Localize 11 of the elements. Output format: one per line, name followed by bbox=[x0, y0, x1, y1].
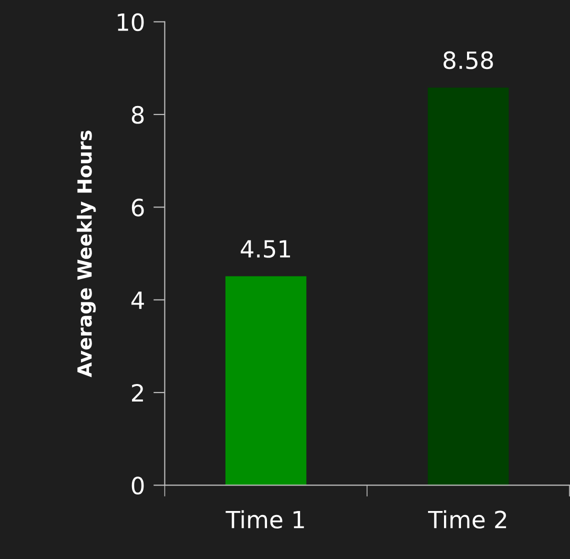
data-label: 4.51 bbox=[240, 240, 290, 258]
y-tick-label: 8 bbox=[132, 106, 144, 124]
y-tick-label: 6 bbox=[132, 198, 144, 216]
data-label: 8.58 bbox=[444, 51, 493, 70]
x-tick-label: Time 1 bbox=[226, 510, 304, 528]
x-tick-label: Time 2 bbox=[428, 510, 506, 528]
y-axis-title: Average Weekly Hours bbox=[76, 130, 96, 378]
y-tick-label: 0 bbox=[132, 476, 144, 495]
y-tick-label: 10 bbox=[118, 13, 144, 32]
y-tick-label: 2 bbox=[132, 384, 143, 402]
y-tick-label: 4 bbox=[131, 292, 144, 309]
